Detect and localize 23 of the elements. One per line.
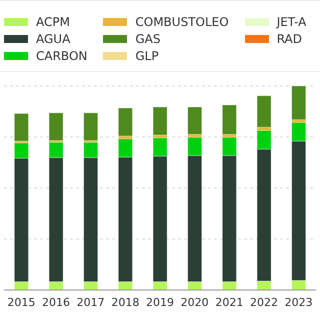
x-tick-label: 2016 [42, 296, 70, 309]
bar [222, 104, 237, 135]
x-tick-label: 2015 [7, 296, 36, 309]
legend-label: AGUA [36, 32, 70, 46]
bar [118, 108, 133, 136]
bar [152, 106, 168, 136]
legend-label: JET-A [276, 15, 306, 29]
legend-label: COMBUSTOLEO [135, 15, 229, 29]
legend-label: GLP [135, 49, 159, 63]
x-tick-label: 2021 [215, 296, 244, 309]
bar [256, 96, 272, 128]
x-tick-label: 2018 [111, 296, 140, 309]
x-tick-label: 2017 [76, 296, 105, 309]
x-tick-label: 2023 [284, 296, 313, 309]
legend-label: ACPM [36, 15, 70, 29]
legend-label: RAD [276, 32, 302, 46]
legend-label: GAS [135, 32, 160, 46]
legend-label: CARBON [36, 49, 88, 63]
x-tick-label: 2020 [180, 296, 209, 309]
bar [187, 106, 202, 135]
x-tick-label: 2019 [146, 296, 174, 309]
x-tick-label: 2022 [250, 296, 278, 309]
bar [291, 86, 306, 120]
